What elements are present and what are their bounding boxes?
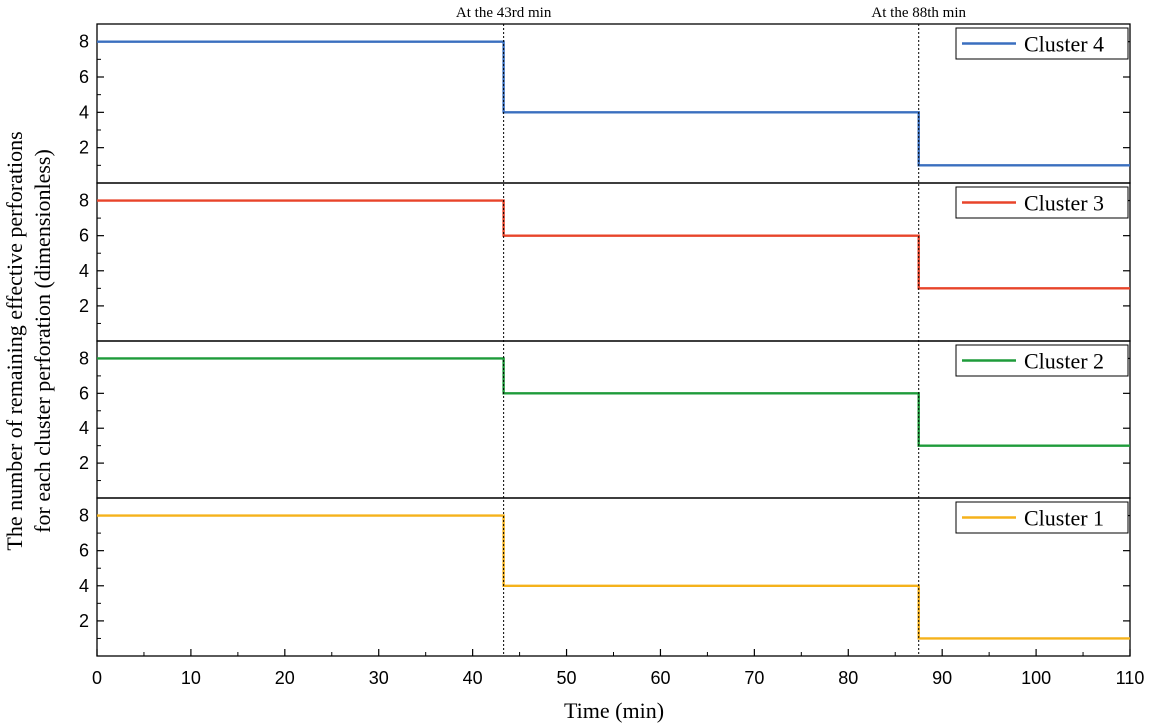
x-tick-label: 0 xyxy=(92,668,102,688)
series-line-cluster-1 xyxy=(97,514,1130,640)
y-tick-label: 8 xyxy=(79,506,89,526)
y-tick-label: 8 xyxy=(79,348,89,368)
y-tick-label: 2 xyxy=(79,453,89,473)
legend: Cluster 1 xyxy=(955,501,1129,534)
x-tick-label: 40 xyxy=(463,668,483,688)
x-axis: 0 10 20 30 40 50 60 70 80 90 100 110 xyxy=(92,649,1144,688)
x-tick-label: 50 xyxy=(557,668,577,688)
series-line-cluster-2 xyxy=(97,357,1130,447)
y-tick-label: 6 xyxy=(79,541,89,561)
x-tick-label: 30 xyxy=(369,668,389,688)
panel-cluster-4: 2 4 6 8 Cluster 4 xyxy=(79,23,1131,184)
legend: Cluster 2 xyxy=(955,344,1129,377)
x-tick-label: 60 xyxy=(650,668,670,688)
y-tick-label: 2 xyxy=(79,138,89,158)
annotation-label: At the 88th min xyxy=(871,5,966,21)
annotation-layer: At the 43rd min At the 88th min xyxy=(456,5,966,656)
y-tick-label: 4 xyxy=(79,102,89,122)
y-tick-label: 8 xyxy=(79,191,89,211)
legend-label: Cluster 2 xyxy=(1024,349,1104,374)
legend-label: Cluster 1 xyxy=(1024,506,1104,531)
x-tick-label: 90 xyxy=(932,668,952,688)
x-tick-label: 100 xyxy=(1021,668,1051,688)
y-tick-label: 6 xyxy=(79,67,89,87)
y-tick-label: 4 xyxy=(79,418,89,438)
x-tick-label: 20 xyxy=(275,668,295,688)
y-tick-label: 2 xyxy=(79,611,89,631)
y-tick-label: 4 xyxy=(79,576,89,596)
legend: Cluster 4 xyxy=(955,27,1129,60)
annotation-label: At the 43rd min xyxy=(456,5,552,21)
y-tick-label: 2 xyxy=(79,296,89,316)
legend: Cluster 3 xyxy=(955,186,1129,219)
y-axis-title-line-1: The number of remaining effective perfor… xyxy=(2,131,27,550)
panel-cluster-2: 2 4 6 8 Cluster 2 xyxy=(79,340,1131,499)
series-line-cluster-3 xyxy=(97,199,1130,290)
x-tick-label: 80 xyxy=(838,668,858,688)
y-tick-label: 8 xyxy=(79,32,89,52)
x-tick-label: 110 xyxy=(1116,668,1145,688)
legend-label: Cluster 4 xyxy=(1024,32,1104,57)
panel-cluster-3: 2 4 6 8 Cluster 3 xyxy=(79,182,1131,342)
x-tick-label: 10 xyxy=(181,668,201,688)
y-tick-label: 6 xyxy=(79,226,89,246)
y-tick-label: 4 xyxy=(79,261,89,281)
series-line-cluster-4 xyxy=(97,40,1130,167)
panel-cluster-1: 2 4 6 8 Cluster 1 xyxy=(79,497,1131,657)
x-tick-label: 70 xyxy=(744,668,764,688)
x-axis-title: Time (min) xyxy=(564,698,664,723)
legend-label: Cluster 3 xyxy=(1024,191,1104,216)
y-tick-label: 6 xyxy=(79,383,89,403)
y-axis-title-line-2: for each cluster perforation (dimensionl… xyxy=(30,149,55,533)
